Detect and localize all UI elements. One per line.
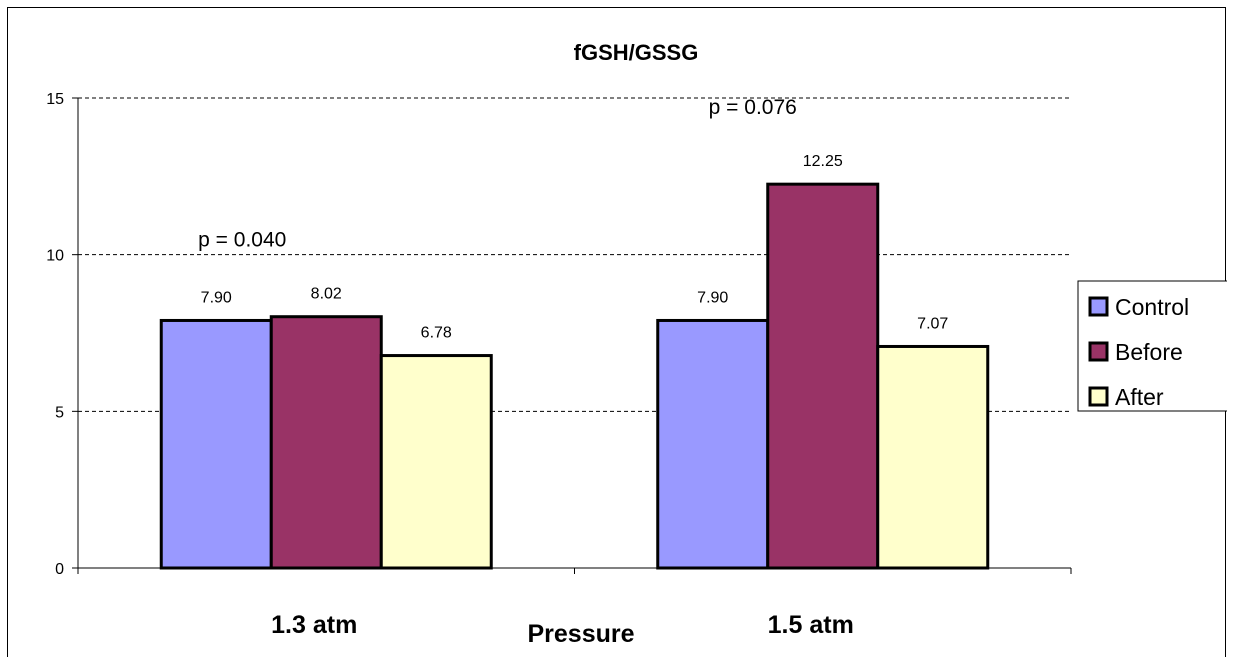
data-label: 6.78 [421,325,452,342]
y-tick-label: 5 [55,404,64,421]
bar-before [766,182,880,570]
legend: Control Before After [1077,280,1227,412]
bar-after [876,344,990,570]
category-labels: 1.3 atm 1.5 atm [271,611,854,639]
y-tick-label: 0 [55,561,64,578]
data-label: 7.07 [917,315,948,332]
data-labels: 7.90 8.02 6.78 7.90 12.25 7.07 [201,153,949,341]
y-tick-label: 10 [46,248,64,265]
data-label: 7.90 [697,289,728,306]
legend-swatch-after [1088,386,1109,407]
chart-title: fGSH/GSSG [574,40,699,65]
bar-after [379,354,493,570]
data-label: 12.25 [803,153,843,170]
x-axis-label: Pressure [527,620,634,648]
axes [72,97,1072,574]
category-label: 1.3 atm [271,611,357,639]
p-value-annotation: p = 0.076 [709,96,797,119]
legend-swatch-before [1088,341,1109,362]
bar-control [159,318,273,570]
p-value-annotation: p = 0.040 [198,229,286,252]
bar-control [656,318,770,570]
data-label: 7.90 [201,289,232,306]
legend-label-before: Before [1115,339,1183,365]
y-tick-label: 15 [46,91,64,108]
legend-label-control: Control [1115,294,1189,320]
annotations: p = 0.040 p = 0.076 [198,96,797,252]
category-label: 1.5 atm [768,611,854,639]
legend-label-after: After [1115,384,1164,410]
bar-before [269,315,383,570]
data-label: 8.02 [311,286,342,303]
legend-swatch-control [1088,296,1109,317]
y-tick-labels: 0 5 10 15 [46,91,64,578]
chart-frame: fGSH/GSSG 0 5 10 15 7.90 8.02 6.78 7.90 12.25 7.… [7,7,1227,657]
